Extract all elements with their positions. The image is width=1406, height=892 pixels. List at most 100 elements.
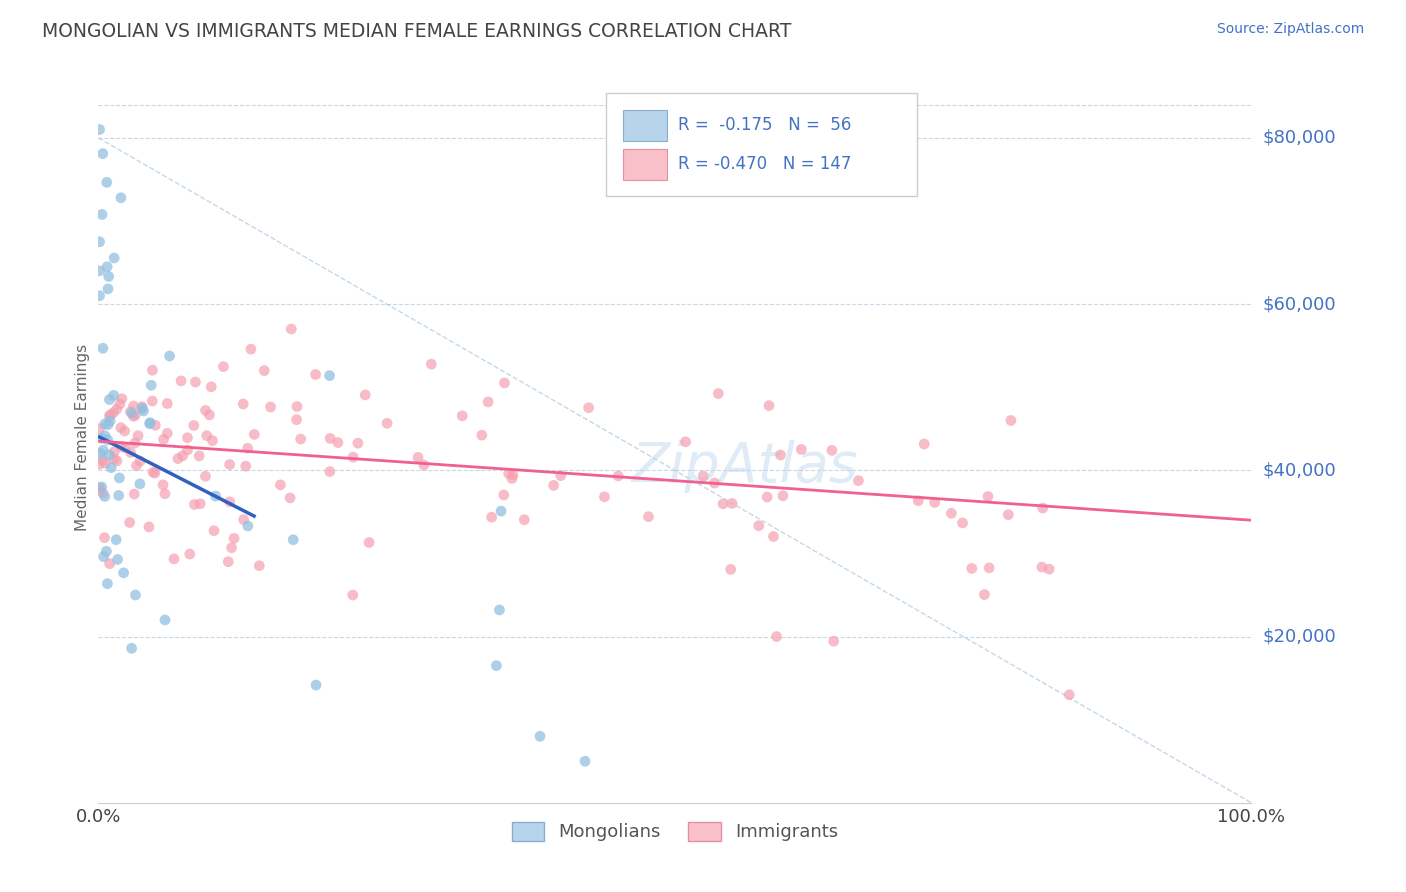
Point [89, 481, 111, 495]
Point [342, 588, 364, 602]
Point [236, 442, 259, 456]
Point [124, 588, 146, 602]
Point [89, 447, 111, 461]
Point [124, 409, 146, 423]
Point [105, 402, 128, 417]
Point [973, 588, 995, 602]
Point [721, 496, 744, 510]
Point [98, 414, 121, 428]
Point [103, 452, 125, 467]
Point [139, 416, 162, 430]
Point [574, 754, 596, 768]
Point [89, 122, 111, 136]
Point [406, 450, 429, 465]
Point [485, 658, 508, 673]
Point [183, 418, 205, 433]
Point [941, 506, 963, 520]
Point [89, 422, 111, 436]
Point [176, 442, 198, 457]
Point [543, 478, 565, 492]
Point [110, 421, 132, 435]
Point [91, 207, 114, 221]
Point [89, 289, 111, 303]
Point [326, 435, 349, 450]
Point [120, 405, 142, 419]
Text: $40,000: $40,000 [1263, 461, 1336, 479]
Point [121, 406, 143, 420]
Point [125, 458, 148, 473]
Point [114, 441, 136, 455]
Point [823, 634, 845, 648]
Point [342, 450, 364, 465]
Point [285, 412, 308, 426]
Point [96, 260, 118, 274]
Point [821, 443, 844, 458]
Point [232, 397, 254, 411]
Text: $80,000: $80,000 [1263, 128, 1336, 147]
Point [103, 444, 125, 458]
Point [108, 471, 131, 485]
Point [285, 400, 308, 414]
Point [124, 487, 146, 501]
Point [711, 497, 734, 511]
Point [550, 468, 572, 483]
Point [259, 400, 281, 414]
Point [103, 251, 125, 265]
Point [451, 409, 474, 423]
Point [100, 460, 122, 475]
Point [221, 541, 243, 555]
Point [114, 424, 136, 438]
Point [105, 533, 128, 547]
Point [305, 678, 328, 692]
Point [121, 641, 143, 656]
Point [318, 368, 340, 383]
Point [198, 408, 221, 422]
Point [979, 561, 1001, 575]
Point [153, 613, 176, 627]
Point [98, 409, 121, 423]
Point [494, 376, 516, 390]
Point [748, 518, 770, 533]
Point [790, 442, 813, 457]
Y-axis label: Median Female Earnings: Median Female Earnings [75, 343, 90, 531]
Bar [623, 149, 666, 179]
Text: MONGOLIAN VS IMMIGRANTS MEDIAN FEMALE EARNINGS CORRELATION CHART: MONGOLIAN VS IMMIGRANTS MEDIAN FEMALE EA… [42, 22, 792, 41]
Point [96, 544, 118, 558]
Point [278, 491, 301, 505]
Point [97, 433, 120, 447]
Point [103, 388, 125, 402]
Point [607, 469, 630, 483]
Point [236, 519, 259, 533]
Point [176, 431, 198, 445]
Point [188, 497, 211, 511]
Point [492, 488, 515, 502]
Point [143, 466, 166, 480]
Point [243, 427, 266, 442]
Text: R =  -0.175   N =  56: R = -0.175 N = 56 [678, 117, 852, 135]
Text: Source: ZipAtlas.com: Source: ZipAtlas.com [1216, 22, 1364, 37]
Point [163, 552, 186, 566]
Point [90, 431, 112, 445]
Point [97, 282, 120, 296]
Point [319, 465, 342, 479]
Point [188, 449, 211, 463]
Point [89, 264, 111, 278]
Point [707, 386, 730, 401]
Bar [623, 110, 666, 141]
Point [247, 558, 270, 573]
Point [184, 375, 207, 389]
Point [124, 436, 146, 450]
Point [152, 433, 174, 447]
Point [471, 428, 494, 442]
Point [100, 408, 122, 422]
Point [141, 394, 163, 409]
Point [907, 493, 929, 508]
Point [692, 469, 714, 483]
Point [122, 399, 145, 413]
Point [848, 474, 870, 488]
Point [204, 489, 226, 503]
Text: $60,000: $60,000 [1263, 295, 1336, 313]
Point [103, 406, 125, 420]
Point [91, 453, 114, 467]
Point [98, 448, 121, 462]
